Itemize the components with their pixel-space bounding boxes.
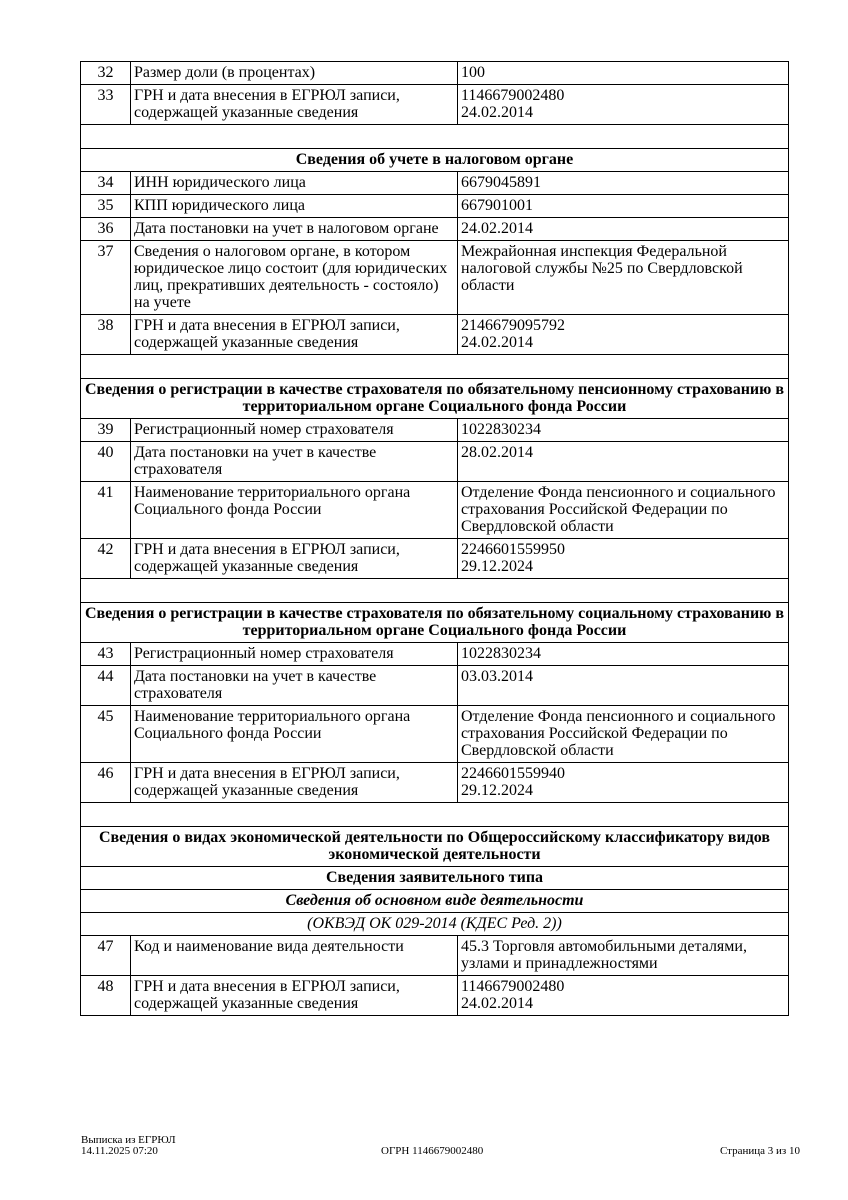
row-value: 6679045891 (457, 171, 789, 195)
row-number: 45 (80, 705, 131, 763)
table-row: 36 Дата постановки на учет в налоговом ор… (80, 217, 789, 241)
empty-cell (80, 124, 789, 149)
row-number: 47 (80, 935, 131, 976)
row-label: КПП юридического лица (130, 194, 458, 218)
row-label: ГРН и дата внесения в ЕГРЮЛ записи, соде… (130, 314, 458, 355)
table-row: 33 ГРН и дата внесения в ЕГРЮЛ записи, со… (80, 84, 789, 125)
row-label: ГРН и дата внесения в ЕГРЮЛ записи, соде… (130, 538, 458, 579)
row-label: Наименование территориального органа Соц… (130, 481, 458, 539)
table-row: 42 ГРН и дата внесения в ЕГРЮЛ записи, со… (80, 538, 789, 579)
section-header: (ОКВЭД ОК 029-2014 (КДЕС Ред. 2)) (80, 912, 789, 936)
empty-cell (80, 802, 789, 827)
row-number: 33 (80, 84, 131, 125)
row-number: 36 (80, 217, 131, 241)
row-value: 1022830234 (457, 642, 789, 666)
row-number: 41 (80, 481, 131, 539)
row-label: ГРН и дата внесения в ЕГРЮЛ записи, соде… (130, 762, 458, 803)
row-value: 1022830234 (457, 418, 789, 442)
row-label: Дата постановки на учет в налоговом орга… (130, 217, 458, 241)
row-value: 1146679002480 24.02.2014 (457, 975, 789, 1016)
table-row: 34 ИНН юридического лица 6679045891 (80, 171, 789, 195)
section-header-row: Сведения заявительного типа (80, 866, 789, 890)
row-value: 100 (457, 61, 789, 85)
row-number: 48 (80, 975, 131, 1016)
row-number: 37 (80, 240, 131, 315)
table-row: 32 Размер доли (в процентах) 100 (80, 61, 789, 85)
section-header: Сведения заявительного типа (80, 866, 789, 890)
row-value: 2146679095792 24.02.2014 (457, 314, 789, 355)
row-label: Регистрационный номер страхователя (130, 418, 458, 442)
table-row: 40 Дата постановки на учет в качестве стр… (80, 441, 789, 482)
row-label: ИНН юридического лица (130, 171, 458, 195)
table-row: 37 Сведения о налоговом органе, в котором… (80, 240, 789, 315)
row-number: 39 (80, 418, 131, 442)
row-number: 34 (80, 171, 131, 195)
table-row: 41 Наименование территориального органа С… (80, 481, 789, 539)
row-number: 42 (80, 538, 131, 579)
row-value: Отделение Фонда пенсионного и социальног… (457, 705, 789, 763)
table-row: 46 ГРН и дата внесения в ЕГРЮЛ записи, со… (80, 762, 789, 803)
footer-left: Выписка из ЕГРЮЛ 14.11.2025 07:20 (81, 1135, 176, 1157)
table-row: 45 Наименование территориального органа С… (80, 705, 789, 763)
row-value: Межрайонная инспекция Федеральной налого… (457, 240, 789, 315)
table-row: 48 ГРН и дата внесения в ЕГРЮЛ записи, со… (80, 975, 789, 1016)
section-header: Сведения о регистрации в качестве страхо… (80, 378, 789, 419)
row-value: 2246601559950 29.12.2024 (457, 538, 789, 579)
row-number: 32 (80, 61, 131, 85)
table-row: 47 Код и наименование вида деятельности 45… (80, 935, 789, 976)
row-value: 24.02.2014 (457, 217, 789, 241)
footer-doc-title: Выписка из ЕГРЮЛ (81, 1134, 176, 1146)
section-header: Сведения об основном виде деятельности (80, 889, 789, 913)
section-header: Сведения о видах экономической деятельно… (80, 826, 789, 867)
row-value: 03.03.2014 (457, 665, 789, 706)
row-value: 28.02.2014 (457, 441, 789, 482)
section-header-row: Сведения об учете в налоговом органе (80, 148, 789, 172)
table-row: 38 ГРН и дата внесения в ЕГРЮЛ записи, со… (80, 314, 789, 355)
row-value: 1146679002480 24.02.2014 (457, 84, 789, 125)
row-value: 2246601559940 29.12.2024 (457, 762, 789, 803)
footer-datetime: 14.11.2025 07:20 (81, 1145, 158, 1157)
section-header-row: Сведения о регистрации в качестве страхо… (80, 602, 789, 643)
row-number: 44 (80, 665, 131, 706)
section-header-row: Сведения о регистрации в качестве страхо… (80, 378, 789, 419)
spacer-row (80, 578, 789, 603)
row-label: Дата постановки на учет в качестве страх… (130, 665, 458, 706)
row-number: 40 (80, 441, 131, 482)
section-header: Сведения о регистрации в качестве страхо… (80, 602, 789, 643)
section-header-row: Сведения о видах экономической деятельно… (80, 826, 789, 867)
row-number: 35 (80, 194, 131, 218)
table-row: 44 Дата постановки на учет в качестве стр… (80, 665, 789, 706)
row-label: Наименование территориального органа Соц… (130, 705, 458, 763)
spacer-row (80, 124, 789, 149)
row-label: Код и наименование вида деятельности (130, 935, 458, 976)
spacer-row (80, 802, 789, 827)
row-number: 46 (80, 762, 131, 803)
table-row: 35 КПП юридического лица 667901001 (80, 194, 789, 218)
empty-cell (80, 578, 789, 603)
row-label: Размер доли (в процентах) (130, 61, 458, 85)
section-header-row: (ОКВЭД ОК 029-2014 (КДЕС Ред. 2)) (80, 912, 789, 936)
row-value: 45.3 Торговля автомобильными деталями, у… (457, 935, 789, 976)
row-label: ГРН и дата внесения в ЕГРЮЛ записи, соде… (130, 84, 458, 125)
row-value: Отделение Фонда пенсионного и социальног… (457, 481, 789, 539)
table-row: 43 Регистрационный номер страхователя 1022… (80, 642, 789, 666)
row-label: Регистрационный номер страхователя (130, 642, 458, 666)
section-header: Сведения об учете в налоговом органе (80, 148, 789, 172)
row-label: ГРН и дата внесения в ЕГРЮЛ записи, соде… (130, 975, 458, 1016)
egrul-table: 32 Размер доли (в процентах) 100 33 ГРН и да… (80, 61, 789, 1016)
footer-page-number: Страница 3 из 10 (719, 1145, 800, 1157)
row-number: 38 (80, 314, 131, 355)
row-label: Дата постановки на учет в качестве страх… (130, 441, 458, 482)
row-value: 667901001 (457, 194, 789, 218)
section-header-row: Сведения об основном виде деятельности (80, 889, 789, 913)
row-number: 43 (80, 642, 131, 666)
footer-ogrn: ОГРН 1146679002480 (381, 1145, 484, 1157)
row-label: Сведения о налоговом органе, в котором ю… (130, 240, 458, 315)
table-row: 39 Регистрационный номер страхователя 1022… (80, 418, 789, 442)
spacer-row (80, 354, 789, 379)
empty-cell (80, 354, 789, 379)
